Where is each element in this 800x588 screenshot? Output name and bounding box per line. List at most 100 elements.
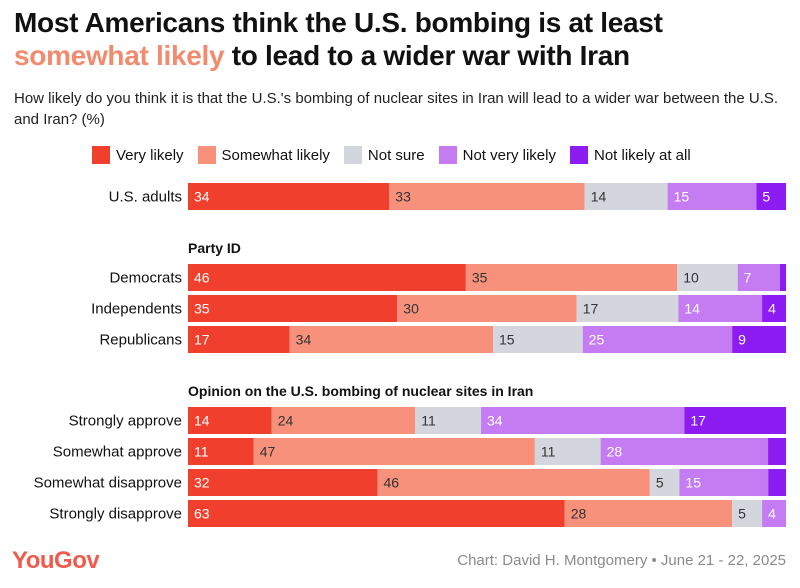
data-label: 14: [194, 413, 210, 429]
data-label: 46: [383, 475, 399, 491]
legend-item: Not sure: [343, 146, 425, 164]
bar-segment: [188, 264, 466, 291]
bar-segment: [576, 295, 679, 322]
data-label: 17: [194, 332, 210, 348]
legend-item: Very likely: [92, 146, 184, 164]
group-heading: Opinion on the U.S. bombing of nuclear s…: [188, 383, 533, 399]
data-label: 28: [571, 506, 587, 522]
data-label: 63: [194, 506, 210, 522]
legend-label: Not sure: [367, 146, 425, 164]
data-label: 34: [487, 413, 503, 429]
row-label: Strongly approve: [69, 413, 182, 430]
data-label: 5: [762, 189, 770, 205]
data-label: 4: [768, 506, 776, 522]
data-label: 4: [768, 301, 776, 317]
row-label: Somewhat approve: [53, 444, 182, 461]
data-label: 14: [591, 189, 607, 205]
bar-segment: [667, 183, 757, 210]
bar-segment: [415, 407, 482, 434]
chart-title: Most Americans think the U.S. bombing is…: [14, 6, 794, 72]
row-label: Democrats: [109, 270, 182, 287]
bar-segment: [481, 407, 685, 434]
bar-segment: [768, 469, 786, 496]
data-label: 30: [403, 301, 419, 317]
bar-segment: [678, 295, 763, 322]
legend-label: Not very likely: [462, 146, 556, 164]
row-label: Strongly disapprove: [49, 506, 182, 523]
bar-segment: [677, 264, 738, 291]
legend-swatch: [569, 146, 588, 164]
data-label: 10: [683, 270, 699, 286]
group-heading: Party ID: [188, 240, 241, 256]
bar-segment: [762, 500, 786, 527]
bar-segment: [397, 295, 577, 322]
legend-label: Not likely at all: [593, 146, 691, 164]
data-label: 35: [472, 270, 488, 286]
data-label: 14: [684, 301, 700, 317]
data-label: 47: [260, 444, 276, 460]
bar-segment: [465, 264, 678, 291]
bar-segment: [600, 438, 769, 465]
bar-segment: [188, 407, 272, 434]
bar-segment: [188, 183, 390, 210]
bar-segment: [188, 500, 565, 527]
row-label: Republicans: [99, 332, 182, 349]
row-label: Independents: [91, 301, 182, 318]
bar-segment: [584, 183, 668, 210]
data-label: 32: [194, 475, 210, 491]
bar-segment: [564, 500, 733, 527]
bar-segment: [737, 264, 780, 291]
legend-item: Somewhat likely: [197, 146, 330, 164]
bar-segment: [582, 326, 733, 353]
yougov-logo: YouGov: [12, 547, 100, 574]
legend-item: Not likely at all: [569, 146, 691, 164]
data-label: 15: [499, 332, 515, 348]
data-label: 15: [674, 189, 690, 205]
data-label: 17: [690, 413, 706, 429]
legend-swatch: [343, 146, 362, 164]
bar-segment: [271, 407, 416, 434]
bar-segment: [188, 438, 254, 465]
bar-segment: [649, 469, 680, 496]
title-part-2: to lead to a wider war with Iran: [231, 40, 630, 71]
legend-label: Very likely: [116, 146, 184, 164]
data-label: 15: [685, 475, 701, 491]
legend-label: Somewhat likely: [221, 146, 330, 164]
data-label: 11: [194, 444, 209, 460]
bar-segment: [377, 469, 650, 496]
data-label: 34: [194, 189, 210, 205]
data-label: 11: [421, 413, 436, 429]
chart-credit: Chart: David H. Montgomery • June 21 - 2…: [457, 552, 786, 569]
bar-segment: [534, 438, 601, 465]
title-highlight: somewhat likely: [14, 40, 225, 71]
data-label: 24: [278, 413, 294, 429]
chart-subtitle: How likely do you think it is that the U…: [14, 90, 779, 128]
bar-segment: [188, 469, 378, 496]
bar-segment: [684, 407, 786, 434]
data-label: 17: [583, 301, 599, 317]
legend-swatch: [92, 146, 110, 164]
bar-segment: [768, 438, 786, 465]
data-label: 5: [656, 475, 664, 491]
legend-item: Not very likely: [438, 146, 556, 164]
bar-segment: [389, 183, 585, 210]
bar-segment: [679, 469, 769, 496]
bar-segment: [188, 295, 398, 322]
data-label: 25: [589, 332, 605, 348]
data-label: 28: [607, 444, 623, 460]
data-label: 46: [194, 270, 210, 286]
bar-segment: [253, 438, 535, 465]
data-label: 35: [194, 301, 210, 317]
bar-segment: [492, 326, 583, 353]
row-label: U.S. adults: [109, 189, 182, 206]
data-label: 9: [738, 332, 746, 348]
bar-segment: [732, 326, 786, 353]
legend-swatch: [438, 146, 457, 164]
legend: Very likely Somewhat likely Not sure Not ve…: [92, 146, 705, 164]
row-label: Somewhat disapprove: [34, 475, 182, 492]
data-label: 11: [541, 444, 556, 460]
bar-segment: [779, 264, 786, 291]
data-label: 5: [738, 506, 746, 522]
data-label: 33: [395, 189, 411, 205]
